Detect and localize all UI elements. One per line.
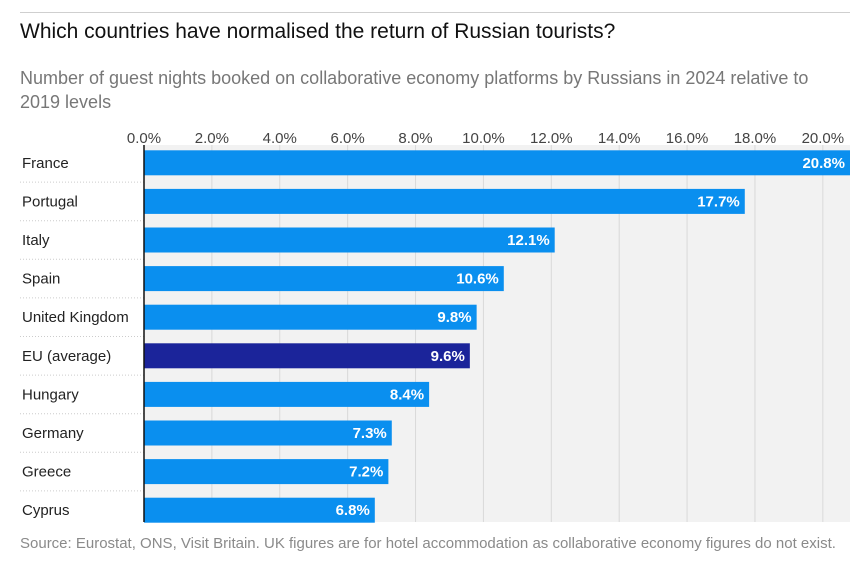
- category-label: Italy: [22, 232, 50, 249]
- x-tick-label: 14.0%: [598, 130, 641, 147]
- x-tick-label: 0.0%: [127, 130, 161, 147]
- bar: [144, 188, 745, 214]
- category-label: Cyprus: [22, 502, 70, 519]
- category-label: Spain: [22, 271, 60, 288]
- x-tick-label: 10.0%: [462, 130, 505, 147]
- bar-value-label: 6.8%: [336, 502, 370, 519]
- category-label: Germany: [22, 425, 84, 442]
- bar-value-label: 17.7%: [697, 193, 740, 210]
- bar: [144, 150, 850, 176]
- bar-value-label: 9.6%: [431, 348, 465, 365]
- x-tick-label: 16.0%: [666, 130, 709, 147]
- bar: [144, 459, 389, 485]
- x-tick-label: 2.0%: [195, 130, 229, 147]
- category-label: Greece: [22, 464, 71, 481]
- bar: [144, 227, 555, 253]
- bar-value-label: 8.4%: [390, 386, 424, 403]
- bar-value-label: 10.6%: [456, 271, 499, 288]
- source-note: Source: Eurostat, ONS, Visit Britain. UK…: [20, 535, 836, 552]
- category-label: Portugal: [22, 193, 78, 210]
- chart-subtitle: Number of guest nights booked on collabo…: [20, 68, 809, 112]
- chart-title: Which countries have normalised the retu…: [20, 20, 616, 43]
- category-label: France: [22, 155, 69, 172]
- bar: [144, 497, 375, 523]
- bar: [144, 343, 470, 369]
- bar-chart: 0.0% 2.0% 4.0% 6.0% 8.0% 10.0% 12.0% 14.0% 16.0%…: [20, 130, 850, 523]
- bar: [144, 420, 392, 446]
- x-tick-label: 4.0%: [263, 130, 297, 147]
- x-tick-label: 18.0%: [734, 130, 777, 147]
- category-label: Hungary: [22, 386, 79, 403]
- bar: [144, 304, 477, 330]
- bar-value-label: 7.2%: [349, 464, 383, 481]
- x-tick-label: 20.0%: [802, 130, 845, 147]
- bar-value-label: 20.8%: [802, 155, 845, 172]
- bar-value-label: 7.3%: [353, 425, 387, 442]
- category-label: EU (average): [22, 348, 111, 365]
- bar: [144, 266, 504, 292]
- x-tick-label: 12.0%: [530, 130, 573, 147]
- bar: [144, 381, 430, 407]
- bar-value-label: 9.8%: [437, 309, 471, 326]
- category-label: United Kingdom: [22, 309, 129, 326]
- bar-value-label: 12.1%: [507, 232, 550, 249]
- x-tick-label: 6.0%: [331, 130, 365, 147]
- x-tick-label: 8.0%: [398, 130, 432, 147]
- top-rule: [20, 12, 850, 13]
